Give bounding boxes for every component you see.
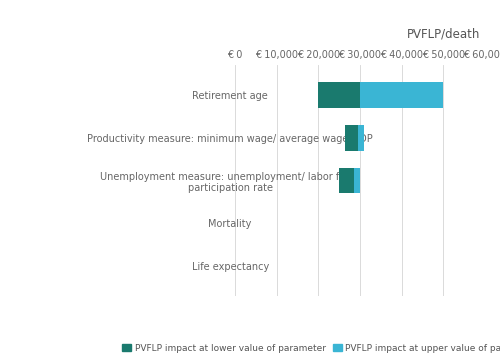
Bar: [318, 82, 360, 108]
Text: PVFLP/death: PVFLP/death: [406, 27, 480, 40]
Bar: [358, 125, 364, 151]
Legend: PVFLP impact at lower value of parameter, PVFLP impact at upper value of paramet: PVFLP impact at lower value of parameter…: [118, 340, 500, 356]
Bar: [346, 125, 358, 151]
Bar: [354, 168, 360, 193]
Bar: [360, 82, 444, 108]
Bar: [339, 168, 354, 193]
